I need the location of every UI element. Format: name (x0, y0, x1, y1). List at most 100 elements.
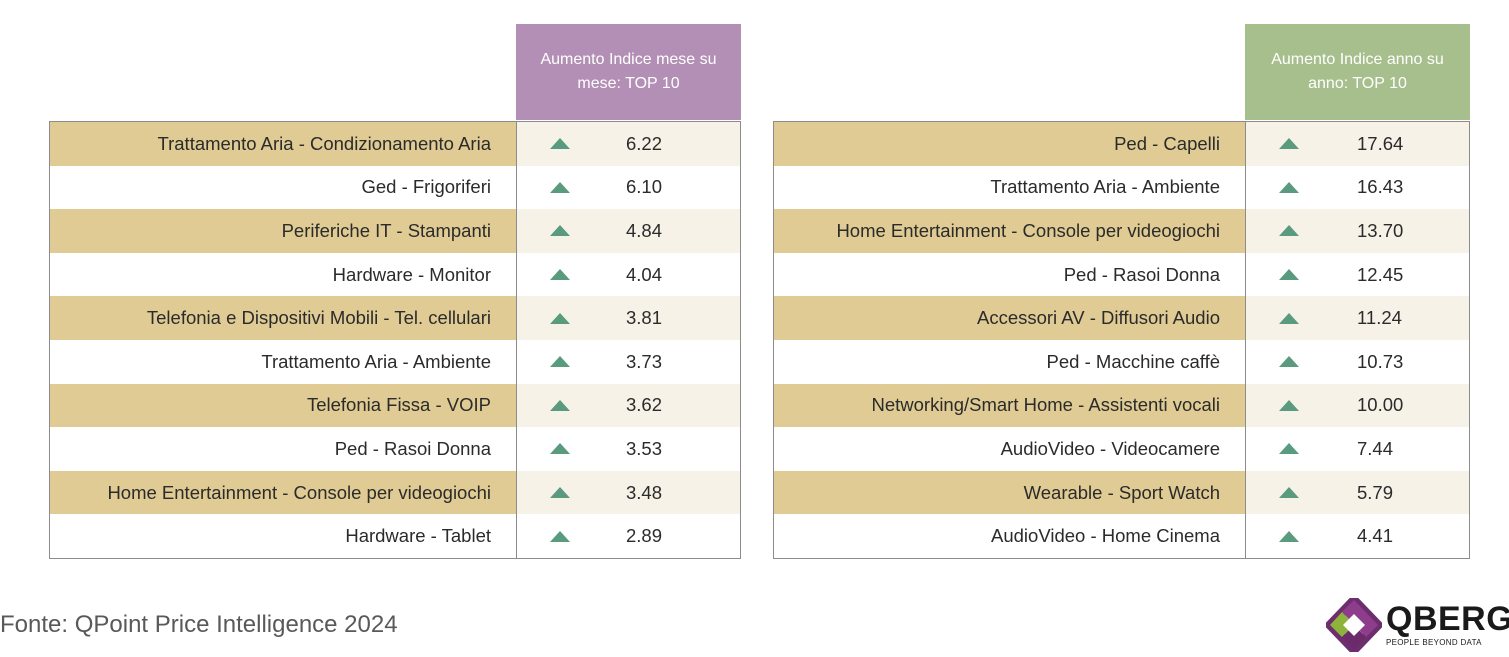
value-cell: 2.89 (517, 514, 740, 558)
monthly-table: Trattamento Aria - Condizionamento Aria 6… (49, 121, 741, 559)
value-cell: 10.00 (1246, 383, 1469, 428)
index-value: 2.89 (626, 525, 663, 547)
value-cell: 3.81 (517, 296, 740, 340)
value-cell: 4.84 (517, 209, 740, 253)
table-row: Hardware - Monitor 4.04 (50, 252, 740, 297)
logo-wordmark: QBERG (1386, 600, 1509, 638)
table-row: Ped - Rasoi Donna 3.53 (50, 427, 740, 471)
up-arrow-icon (1279, 530, 1299, 542)
index-value: 17.64 (1357, 132, 1404, 154)
category-label: Hardware - Tablet (50, 514, 517, 558)
category-label: Hardware - Monitor (50, 252, 517, 297)
table-row: Ped - Rasoi Donna 12.45 (774, 252, 1469, 297)
monthly-header: Aumento Indice mese su mese: TOP 10 (516, 24, 741, 120)
up-arrow-icon (1279, 138, 1299, 150)
table-row: Trattamento Aria - Condizionamento Aria 6… (50, 122, 740, 166)
up-arrow-icon (550, 312, 570, 324)
table-row: Periferiche IT - Stampanti 4.84 (50, 209, 740, 253)
index-value: 4.41 (1357, 525, 1394, 547)
index-value: 3.62 (626, 394, 663, 416)
value-cell: 11.24 (1246, 296, 1469, 340)
up-arrow-icon (550, 487, 570, 499)
category-label: Telefonia e Dispositivi Mobili - Tel. ce… (50, 296, 517, 340)
value-cell: 3.53 (517, 427, 740, 471)
value-cell: 5.79 (1246, 470, 1469, 515)
category-label: Ped - Rasoi Donna (774, 252, 1246, 297)
up-arrow-icon (1279, 399, 1299, 411)
up-arrow-icon (1279, 443, 1299, 455)
index-value: 3.53 (626, 437, 663, 459)
category-label: Home Entertainment - Console per videogi… (50, 470, 517, 515)
category-label: Wearable - Sport Watch (774, 470, 1246, 515)
logo-tagline: PEOPLE BEYOND DATA (1386, 638, 1482, 647)
index-value: 4.84 (626, 219, 663, 241)
table-row: Trattamento Aria - Ambiente 16.43 (774, 165, 1469, 210)
value-cell: 10.73 (1246, 339, 1469, 384)
table-row: AudioVideo - Home Cinema 4.41 (774, 514, 1469, 558)
table-row: Telefonia e Dispositivi Mobili - Tel. ce… (50, 296, 740, 340)
category-label: Accessori AV - Diffusori Audio (774, 296, 1246, 340)
value-cell: 3.48 (517, 470, 740, 515)
table-row: Hardware - Tablet 2.89 (50, 514, 740, 558)
index-value: 13.70 (1357, 219, 1404, 241)
index-value: 6.22 (626, 132, 663, 154)
category-label: Ped - Rasoi Donna (50, 427, 517, 471)
table-row: Ged - Frigoriferi 6.10 (50, 165, 740, 210)
index-value: 12.45 (1357, 263, 1404, 285)
table-row: Wearable - Sport Watch 5.79 (774, 470, 1469, 515)
table-row: Ped - Macchine caffè 10.73 (774, 339, 1469, 384)
category-label: Periferiche IT - Stampanti (50, 209, 517, 253)
up-arrow-icon (550, 181, 570, 193)
value-cell: 12.45 (1246, 252, 1469, 297)
category-label: Ped - Capelli (774, 122, 1246, 166)
up-arrow-icon (550, 443, 570, 455)
value-cell: 7.44 (1246, 427, 1469, 471)
index-value: 5.79 (1357, 481, 1394, 503)
index-value: 10.73 (1357, 350, 1404, 372)
up-arrow-icon (1279, 181, 1299, 193)
table-row: Ped - Capelli 17.64 (774, 122, 1469, 166)
category-label: Trattamento Aria - Ambiente (50, 339, 517, 384)
value-cell: 6.22 (517, 122, 740, 166)
up-arrow-icon (1279, 269, 1299, 281)
category-label: Home Entertainment - Console per videogi… (774, 209, 1246, 253)
index-value: 16.43 (1357, 176, 1404, 198)
value-cell: 4.41 (1246, 514, 1469, 558)
value-cell: 4.04 (517, 252, 740, 297)
table-row: AudioVideo - Videocamere 7.44 (774, 427, 1469, 471)
index-value: 4.04 (626, 263, 663, 285)
index-value: 3.73 (626, 350, 663, 372)
up-arrow-icon (1279, 487, 1299, 499)
source-footer: Fonte: QPoint Price Intelligence 2024 (0, 611, 398, 638)
index-value: 3.81 (626, 307, 663, 329)
value-cell: 3.62 (517, 383, 740, 428)
up-arrow-icon (1279, 225, 1299, 237)
value-cell: 17.64 (1246, 122, 1469, 166)
table-row: Telefonia Fissa - VOIP 3.62 (50, 383, 740, 428)
index-value: 6.10 (626, 176, 663, 198)
index-value: 11.24 (1357, 307, 1402, 329)
value-cell: 16.43 (1246, 165, 1469, 210)
table-row: Trattamento Aria - Ambiente 3.73 (50, 339, 740, 384)
qberg-logo: QBERG PEOPLE BEYOND DATA (1323, 593, 1509, 657)
value-cell: 6.10 (517, 165, 740, 210)
up-arrow-icon (550, 269, 570, 281)
table-row: Networking/Smart Home - Assistenti vocal… (774, 383, 1469, 428)
yearly-table: Ped - Capelli 17.64 Trattamento Aria - Amb… (773, 121, 1470, 559)
category-label: Telefonia Fissa - VOIP (50, 383, 517, 428)
table-row: Home Entertainment - Console per videogi… (50, 470, 740, 515)
qberg-diamond-icon (1323, 593, 1385, 657)
up-arrow-icon (550, 530, 570, 542)
category-label: AudioVideo - Videocamere (774, 427, 1246, 471)
yearly-header: Aumento Indice anno su anno: TOP 10 (1245, 24, 1470, 120)
value-cell: 13.70 (1246, 209, 1469, 253)
index-value: 7.44 (1357, 437, 1394, 459)
table-row: Accessori AV - Diffusori Audio 11.24 (774, 296, 1469, 340)
up-arrow-icon (1279, 312, 1299, 324)
up-arrow-icon (550, 138, 570, 150)
up-arrow-icon (550, 225, 570, 237)
category-label: Trattamento Aria - Condizionamento Aria (50, 122, 517, 166)
table-row: Home Entertainment - Console per videogi… (774, 209, 1469, 253)
category-label: Ged - Frigoriferi (50, 165, 517, 210)
value-cell: 3.73 (517, 339, 740, 384)
